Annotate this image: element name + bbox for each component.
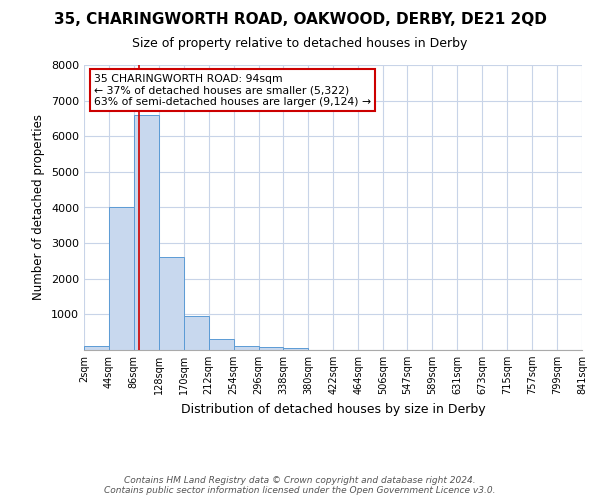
Bar	[134, 115, 159, 350]
Y-axis label: Number of detached properties: Number of detached properties	[32, 114, 46, 300]
Text: 35 CHARINGWORTH ROAD: 94sqm
← 37% of detached houses are smaller (5,322)
63% of : 35 CHARINGWORTH ROAD: 94sqm ← 37% of det…	[94, 74, 371, 107]
X-axis label: Distribution of detached houses by size in Derby: Distribution of detached houses by size …	[181, 402, 485, 415]
Bar	[84, 346, 109, 350]
Bar	[109, 208, 134, 350]
Bar	[283, 348, 308, 350]
Bar	[259, 347, 283, 350]
Bar	[233, 346, 259, 350]
Bar	[209, 340, 233, 350]
Text: Size of property relative to detached houses in Derby: Size of property relative to detached ho…	[133, 38, 467, 51]
Bar	[159, 258, 184, 350]
Bar	[184, 316, 209, 350]
Text: Contains HM Land Registry data © Crown copyright and database right 2024.
Contai: Contains HM Land Registry data © Crown c…	[104, 476, 496, 495]
Text: 35, CHARINGWORTH ROAD, OAKWOOD, DERBY, DE21 2QD: 35, CHARINGWORTH ROAD, OAKWOOD, DERBY, D…	[53, 12, 547, 28]
